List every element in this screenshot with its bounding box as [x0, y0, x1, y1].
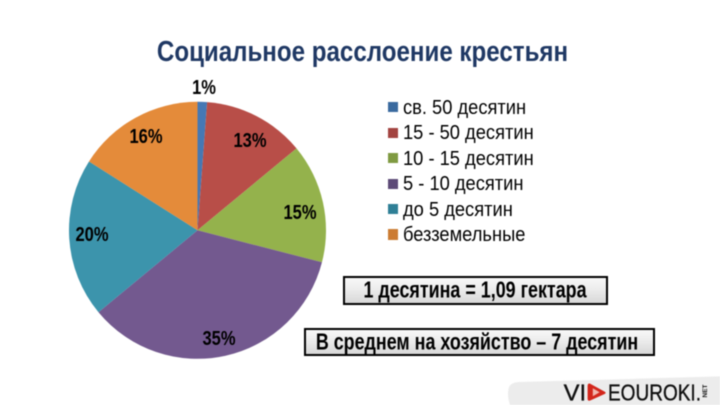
svg-text:EOUROKI.: EOUROKI.: [608, 380, 701, 405]
svg-text:VI: VI: [564, 380, 587, 405]
svg-text:NET: NET: [702, 384, 709, 397]
